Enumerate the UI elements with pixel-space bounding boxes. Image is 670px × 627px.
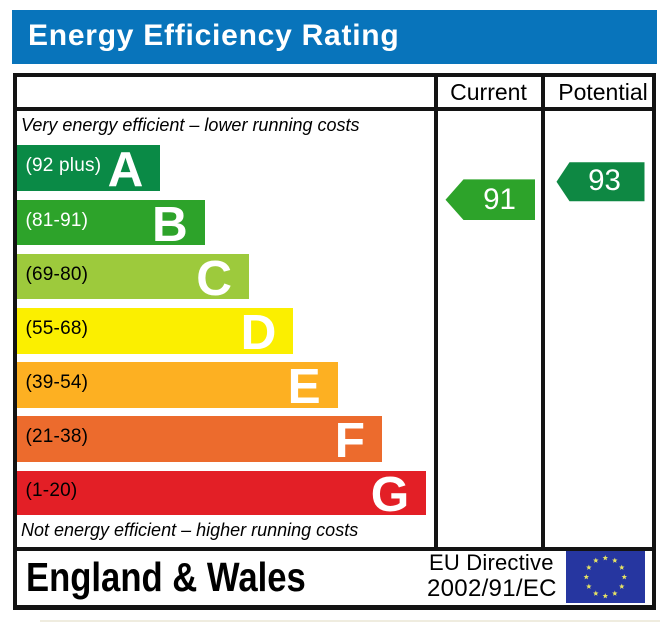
svg-text:93: 93 (588, 164, 621, 197)
svg-text:91: 91 (483, 183, 516, 216)
